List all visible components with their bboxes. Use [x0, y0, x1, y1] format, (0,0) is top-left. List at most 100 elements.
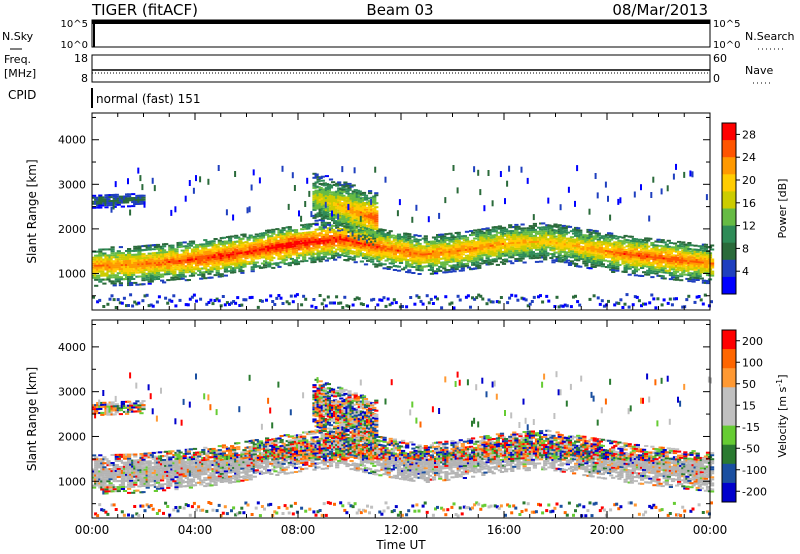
data-cell [151, 304, 155, 308]
data-cell [662, 261, 667, 264]
data-cell [141, 273, 146, 276]
data-cell [374, 226, 379, 229]
data-cell [331, 257, 336, 259]
data-cell [141, 283, 146, 286]
data-cell [221, 295, 225, 298]
data-cell [594, 256, 599, 259]
data-cell [271, 256, 276, 259]
data-cell [190, 242, 196, 245]
data-cell [561, 236, 566, 239]
data-cell [337, 213, 342, 216]
data-cell [598, 236, 603, 239]
data-cell [293, 229, 299, 232]
data-cell [489, 262, 494, 265]
data-cell [633, 238, 638, 241]
data-cell [646, 255, 651, 258]
data-cell [434, 295, 437, 299]
data-cell [423, 247, 428, 250]
data-cell [116, 280, 121, 283]
y-tick-label: 4000 [58, 134, 86, 147]
data-cell [518, 255, 523, 258]
data-cell [679, 279, 684, 282]
data-cell [236, 258, 241, 261]
data-cell [341, 250, 346, 253]
data-cell [217, 241, 222, 244]
data-cell [275, 262, 280, 265]
data-cell [170, 266, 175, 269]
data-cell [592, 294, 596, 298]
data-cell [351, 303, 355, 307]
data-cell [151, 254, 156, 257]
data-cell [697, 257, 702, 260]
data-cell [180, 263, 185, 266]
data-cell [376, 303, 380, 307]
data-cell [710, 270, 715, 273]
data-cell [186, 279, 191, 281]
data-cell [120, 205, 125, 208]
data-cell [137, 245, 142, 248]
data-cell [267, 229, 272, 232]
data-cell [127, 193, 132, 196]
data-cell [637, 250, 643, 253]
data-cell [295, 293, 299, 297]
data-cell [129, 268, 134, 270]
data-cell [390, 262, 395, 265]
data-cell [563, 257, 568, 260]
data-cell [324, 215, 329, 218]
data-cell [625, 293, 629, 297]
data-cell [615, 243, 620, 246]
data-cell [157, 259, 163, 262]
data-cell [611, 253, 616, 255]
data-cell [164, 251, 169, 254]
data-cell [250, 258, 255, 261]
data-cell [316, 180, 321, 183]
data-cell [508, 296, 512, 300]
data-cell [366, 225, 371, 228]
data-cell [561, 224, 566, 227]
data-cell [551, 259, 556, 262]
data-cell [615, 301, 619, 305]
data-cell [640, 248, 645, 251]
data-cell [314, 215, 319, 218]
data-cell [359, 302, 363, 306]
data-cell [386, 239, 391, 242]
data-cell [147, 246, 152, 249]
data-cell [411, 245, 416, 248]
data-cell [662, 267, 667, 270]
data-cell [623, 271, 628, 273]
data-cell [444, 263, 449, 266]
data-cell [405, 242, 410, 245]
data-cell [695, 253, 700, 255]
data-cell [240, 269, 245, 272]
data-cell [263, 266, 268, 269]
data-cell [137, 275, 142, 278]
data-cell [388, 242, 393, 245]
data-cell [168, 248, 173, 251]
data-cell [471, 255, 476, 258]
data-cell [153, 246, 158, 248]
data-cell [627, 267, 632, 270]
data-cell [642, 265, 647, 268]
data-cell [312, 230, 317, 233]
data-cell [569, 250, 575, 253]
data-cell [147, 254, 152, 257]
data-cell [328, 253, 334, 256]
data-cell [328, 178, 334, 181]
data-cell [324, 247, 329, 250]
freq-tick-bottom: 8 [81, 72, 88, 85]
data-cell [697, 245, 702, 248]
data-cell [578, 231, 583, 234]
data-cell [431, 302, 435, 305]
data-cell [650, 242, 655, 244]
data-cell [114, 306, 118, 309]
data-cell [287, 250, 292, 253]
data-cell [604, 181, 607, 188]
data-cell [646, 259, 651, 262]
data-cell [458, 298, 462, 302]
data-cell [497, 253, 502, 256]
data-cell [306, 245, 311, 248]
data-cell [623, 234, 628, 237]
data-cell [689, 244, 694, 247]
data-cell [133, 245, 138, 248]
data-cell [495, 235, 500, 238]
